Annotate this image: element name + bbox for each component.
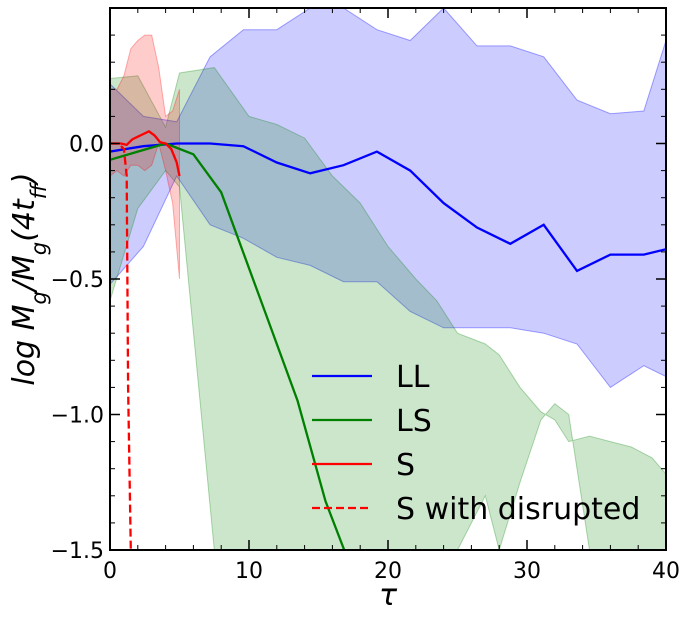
y-tick-label: 0.0 bbox=[69, 133, 104, 158]
legend-label: S bbox=[396, 448, 415, 483]
x-tick-label: 10 bbox=[235, 559, 263, 584]
x-tick-label: 0 bbox=[103, 559, 117, 584]
y-tick-label: −0.5 bbox=[51, 268, 104, 293]
legend: LL LS S S with disrupted bbox=[312, 360, 640, 527]
x-tick-label: 40 bbox=[652, 559, 680, 584]
legend-label: S with disrupted bbox=[396, 492, 640, 527]
x-tick-label: 20 bbox=[374, 559, 402, 584]
x-axis-label: τ bbox=[379, 578, 398, 613]
line-ls bbox=[110, 142, 346, 550]
legend-label: LS bbox=[396, 404, 432, 439]
axis-ticks bbox=[109, 8, 667, 551]
confidence-bands bbox=[110, 8, 666, 550]
tick-labels: 0 10 20 30 40 −1.5 −1.0 −0.5 0.0 bbox=[51, 133, 680, 585]
y-axis-label: log Mg/Mg(4tff) bbox=[7, 172, 51, 385]
legend-label: LL bbox=[396, 360, 430, 395]
band-ls bbox=[110, 67, 666, 550]
y-tick-label: −1.0 bbox=[51, 404, 104, 429]
band-s bbox=[110, 34, 180, 280]
line-ll bbox=[110, 142, 666, 273]
x-tick-label: 30 bbox=[513, 559, 541, 584]
line-s bbox=[110, 129, 181, 177]
band-ll bbox=[110, 8, 666, 389]
y-tick-label: −1.5 bbox=[51, 539, 104, 564]
